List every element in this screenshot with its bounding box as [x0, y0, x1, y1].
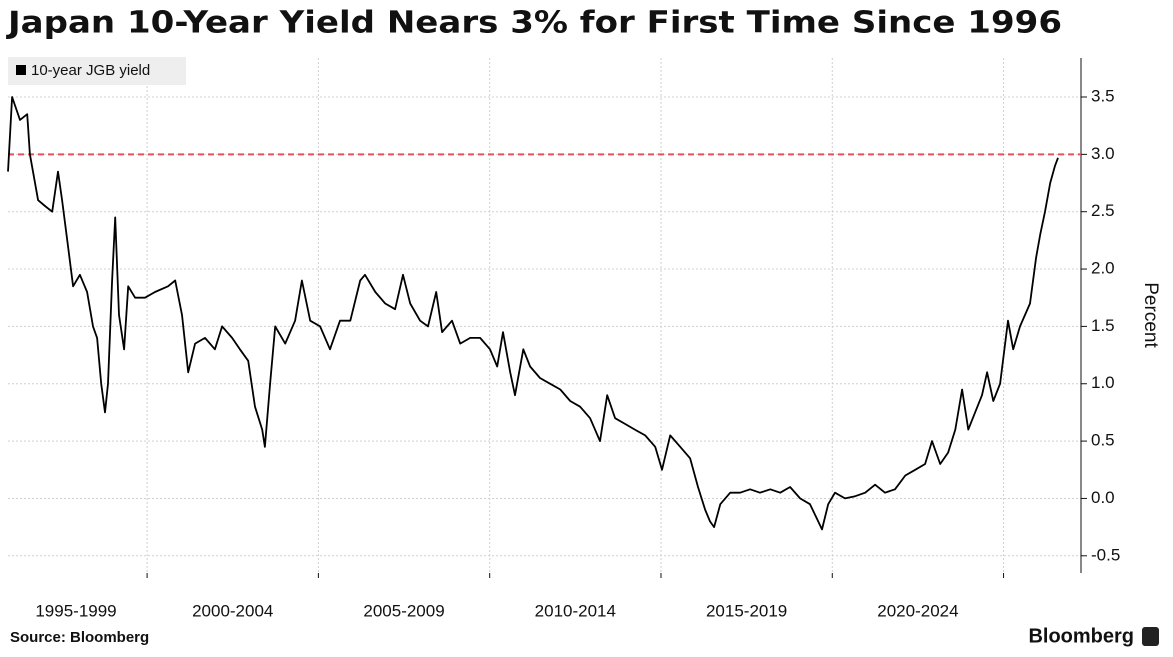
x-tick-label: 1995-1999 — [35, 601, 116, 620]
y-tick-label: 3.5 — [1091, 86, 1115, 105]
chart-title: Japan 10-Year Yield Nears 3% for First T… — [6, 6, 1062, 41]
y-tick-label: -0.5 — [1091, 545, 1120, 564]
y-tick-label: 2.5 — [1091, 201, 1115, 220]
y-tick-label: 2.0 — [1091, 259, 1115, 278]
y-tick-label: 0.5 — [1091, 431, 1115, 450]
x-tick-label: 2005-2009 — [363, 601, 444, 620]
y-tick-label: 3.0 — [1091, 144, 1115, 163]
y-tick-label: 1.0 — [1091, 373, 1115, 392]
legend-box — [8, 57, 186, 85]
legend-swatch — [16, 65, 26, 75]
y-tick-label: 0.0 — [1091, 488, 1115, 507]
x-tick-label: 2000-2004 — [192, 601, 273, 620]
line-series — [7, 96, 1059, 531]
x-tick-label: 2020-2024 — [877, 601, 958, 620]
brand: Bloomberg — [1028, 625, 1134, 647]
y-tick-label: 1.5 — [1091, 316, 1115, 335]
brand-icon — [1142, 627, 1159, 646]
x-tick-label: 2015-2019 — [706, 601, 787, 620]
y-axis-label: Percent — [1140, 282, 1161, 348]
legend-label: 10-year JGB yield — [31, 62, 150, 79]
x-tick-label: 2010-2014 — [535, 601, 616, 620]
source: Source: Bloomberg — [10, 629, 149, 646]
